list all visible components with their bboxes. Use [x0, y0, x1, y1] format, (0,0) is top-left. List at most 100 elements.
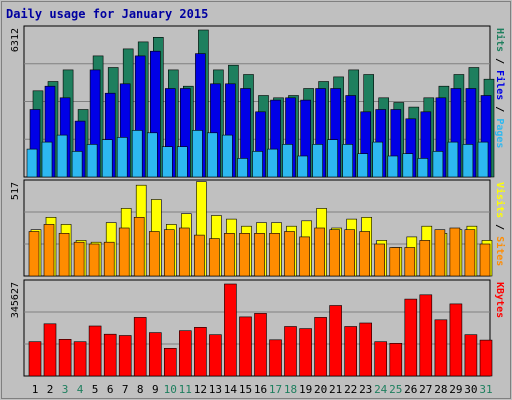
bar-kbytes-day-8: [133, 317, 147, 377]
bar-pages-day-8: [131, 130, 143, 178]
bar-sites-day-10: [164, 229, 175, 277]
bar-pages-day-5: [86, 144, 98, 178]
bar-pages-day-3: [56, 134, 68, 178]
hits-panel: 6312 Hits / Files / Pages: [10, 25, 506, 178]
bar-sites-day-23: [359, 231, 371, 277]
legend-separator: /: [494, 100, 505, 118]
x-tick-label-day-2: 2: [47, 383, 54, 396]
x-tick-label-day-15: 15: [239, 383, 252, 396]
bar-sites-day-7: [118, 227, 130, 277]
bar-sites-day-20: [314, 227, 325, 277]
bar-sites-day-26: [404, 247, 416, 277]
bar-kbytes-day-5: [88, 325, 102, 377]
x-tick-label-day-8: 8: [137, 383, 144, 396]
bar-sites-day-31: [479, 243, 491, 277]
bar-kbytes-day-30: [464, 334, 478, 377]
x-tick-label-day-25: 25: [389, 383, 402, 396]
x-tick-label-day-4: 4: [77, 383, 84, 396]
bar-kbytes-day-21: [329, 305, 342, 377]
bar-pages-day-14: [222, 134, 233, 178]
bar-sites-day-28: [434, 229, 446, 277]
bar-sites-day-24: [374, 243, 386, 277]
bar-sites-day-9: [149, 231, 160, 277]
bar-kbytes-day-24: [374, 341, 388, 377]
x-tick-label-day-12: 12: [194, 383, 207, 396]
bar-kbytes-day-27: [419, 294, 433, 377]
bar-sites-day-21: [329, 229, 340, 277]
x-tick-label-day-18: 18: [284, 383, 297, 396]
x-tick-label-day-22: 22: [344, 383, 357, 396]
bar-pages-day-28: [432, 151, 444, 178]
bar-kbytes-day-26: [404, 298, 418, 377]
bar-pages-day-30: [462, 144, 474, 178]
x-tick-label-day-1: 1: [32, 383, 39, 396]
x-tick-label-day-16: 16: [254, 383, 267, 396]
legend-files: Files: [494, 70, 506, 100]
kbytes-panel: 345627 KBytes: [10, 279, 505, 377]
bar-kbytes-day-20: [314, 317, 327, 377]
y-max-label: 345627: [10, 282, 21, 318]
visits-panel: 517 Visits / Sites: [10, 179, 506, 277]
legend: Hits / Files / Pages: [494, 28, 506, 148]
x-tick-label-day-28: 28: [434, 383, 447, 396]
bar-kbytes-day-31: [479, 339, 493, 377]
x-tick-label-day-20: 20: [314, 383, 327, 396]
bar-pages-day-6: [101, 139, 113, 178]
bar-kbytes-day-1: [28, 341, 42, 377]
bar-pages-day-7: [116, 137, 128, 178]
bar-pages-day-23: [357, 153, 369, 178]
x-tick-label-day-29: 29: [449, 383, 462, 396]
x-tick-label-day-3: 3: [62, 383, 69, 396]
bar-kbytes-day-4: [73, 341, 87, 377]
bar-pages-day-26: [402, 153, 414, 178]
chart-title: Daily usage for January 2015: [6, 7, 208, 21]
x-tick-label-day-13: 13: [209, 383, 222, 396]
bar-pages-day-24: [372, 141, 384, 178]
bar-sites-day-4: [73, 241, 85, 277]
x-tick-label-day-26: 26: [404, 383, 417, 396]
bar-pages-day-2: [41, 141, 53, 178]
bar-sites-day-27: [419, 240, 431, 277]
bar-sites-day-6: [103, 241, 115, 277]
x-axis-labels: 1 2 3 4 5 6 7 8 9 10 11 12 13 14 15 16 17 18 19 20 21 22 23 24 2…: [32, 383, 493, 396]
x-tick-label-day-21: 21: [329, 383, 342, 396]
bar-pages-day-25: [387, 155, 399, 178]
bar-kbytes-day-23: [359, 322, 373, 377]
bar-kbytes-day-17: [269, 339, 282, 377]
bar-sites-day-30: [464, 229, 476, 277]
bar-kbytes-day-14: [224, 283, 237, 377]
bar-kbytes-day-22: [344, 326, 358, 377]
x-tick-label-day-23: 23: [359, 383, 372, 396]
x-tick-label-day-24: 24: [374, 383, 388, 396]
bar-kbytes-day-19: [299, 328, 312, 377]
bar-pages-day-16: [252, 151, 263, 178]
bar-kbytes-day-28: [434, 319, 448, 377]
bar-sites-day-11: [179, 227, 190, 277]
legend-hits: Hits: [494, 28, 506, 52]
bar-kbytes-day-6: [103, 333, 117, 377]
bar-kbytes-day-9: [149, 332, 162, 377]
x-tick-label-day-31: 31: [479, 383, 492, 396]
bar-kbytes-day-15: [239, 316, 252, 377]
bar-pages-day-20: [312, 144, 323, 178]
bar-sites-day-17: [269, 233, 280, 277]
legend-separator: /: [494, 52, 505, 70]
bar-pages-day-9: [147, 132, 158, 178]
bar-kbytes-day-29: [449, 303, 463, 377]
bar-sites-day-2: [43, 224, 55, 277]
bar-kbytes-day-18: [284, 326, 297, 377]
bar-pages-day-18: [282, 144, 293, 178]
x-tick-label-day-17: 17: [269, 383, 282, 396]
bar-kbytes-day-25: [389, 342, 403, 377]
bar-sites-day-25: [389, 247, 401, 277]
bar-pages-day-21: [327, 139, 338, 178]
bar-sites-day-5: [88, 243, 100, 277]
bar-pages-day-29: [447, 141, 459, 178]
bar-kbytes-day-2: [43, 323, 57, 377]
bar-pages-day-4: [71, 151, 83, 178]
bar-sites-day-29: [449, 227, 461, 277]
bar-kbytes-day-3: [58, 338, 72, 377]
bar-sites-day-12: [194, 234, 205, 277]
x-tick-label-day-27: 27: [419, 383, 432, 396]
